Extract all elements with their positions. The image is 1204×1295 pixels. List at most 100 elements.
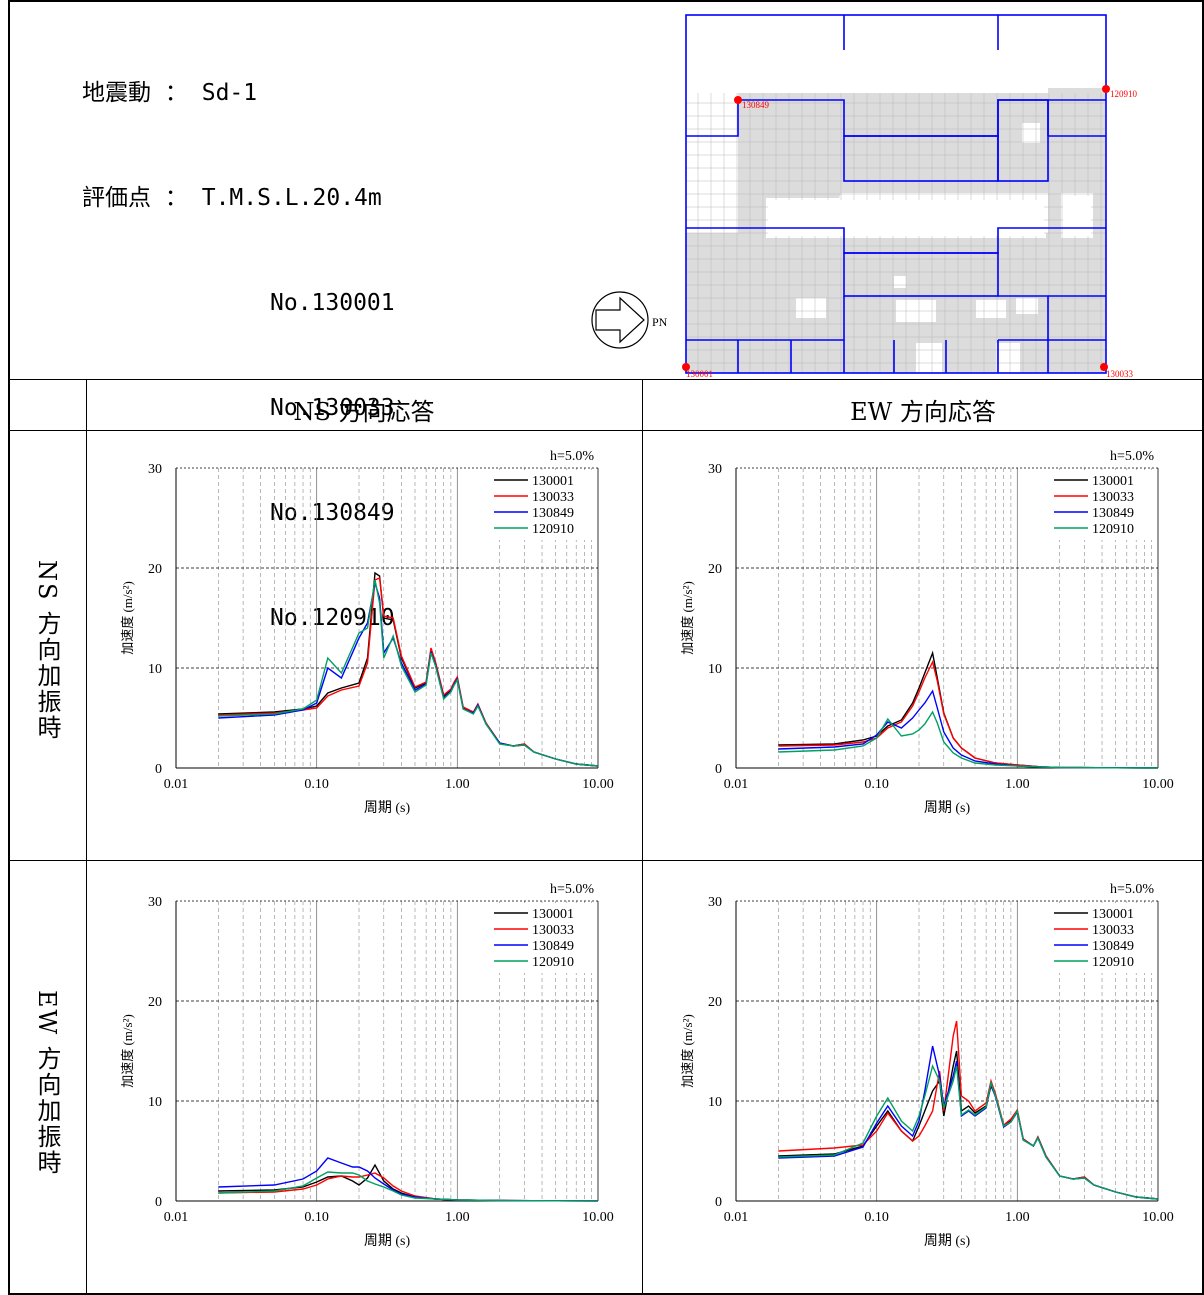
info-point-2: No.130033 xyxy=(270,395,395,421)
north-arrow-icon: PN xyxy=(591,291,668,349)
legend-label: 130033 xyxy=(532,490,574,505)
y-tick-label: 0 xyxy=(155,762,162,777)
series-line-130001 xyxy=(778,1050,1159,1200)
legend-label: 130849 xyxy=(532,939,574,954)
y-tick-label: 20 xyxy=(148,562,162,577)
x-tick-label: 0.01 xyxy=(164,777,189,792)
y-tick-label: 30 xyxy=(148,895,162,910)
node-130033-label: 130033 xyxy=(1106,369,1134,379)
damping-label: h=5.0% xyxy=(1110,882,1154,897)
legend-label: 130001 xyxy=(532,474,574,489)
legend-label: 120910 xyxy=(532,522,574,537)
x-tick-label: 10.00 xyxy=(582,777,614,792)
y-tick-label: 20 xyxy=(708,995,722,1010)
row-header-ew: EW 方向加振時 xyxy=(33,990,61,1176)
node-120910-marker xyxy=(1102,85,1110,93)
legend-label: 130033 xyxy=(1092,923,1134,938)
damping-label: h=5.0% xyxy=(550,449,594,464)
x-axis-label: 周期 (s) xyxy=(924,1233,971,1249)
info-point-4: No.120910 xyxy=(270,605,395,631)
node-120910-label: 120910 xyxy=(1110,89,1138,99)
series-line-120910 xyxy=(778,710,1159,769)
legend-label: 130849 xyxy=(532,506,574,521)
plan-grid xyxy=(686,93,1106,373)
node-130033-marker xyxy=(1100,363,1108,371)
divider-plan xyxy=(8,379,1204,380)
chart-ns-ns: 0.01 0.10 1.00 10.00 0 10 20 30 周期 (s) 加速度 (m/s²)… xyxy=(120,449,614,816)
x-tick-label: 0.10 xyxy=(304,1210,329,1225)
x-tick-label: 1.00 xyxy=(445,1210,470,1225)
info-line-point: 評価点 ： T.M.S.L.20.4m xyxy=(82,185,382,211)
legend-label: 130033 xyxy=(532,923,574,938)
series-line-120910 xyxy=(218,579,599,767)
y-tick-label: 10 xyxy=(708,662,722,677)
y-tick-label: 30 xyxy=(708,462,722,477)
y-tick-label: 0 xyxy=(155,1195,162,1210)
x-axis-label: 周期 (s) xyxy=(364,1233,411,1249)
x-tick-label: 0.10 xyxy=(304,777,329,792)
col-header-ew: EW 方向応答 xyxy=(850,398,996,426)
x-tick-label: 1.00 xyxy=(1005,1210,1030,1225)
y-axis-label: 加速度 (m/s²) xyxy=(680,581,695,655)
x-tick-label: 0.01 xyxy=(164,1210,189,1225)
col-header-ns: NS 方向応答 xyxy=(293,398,435,426)
node-130001-label: 130001 xyxy=(686,369,713,379)
series-line-130033 xyxy=(778,659,1159,769)
y-tick-label: 10 xyxy=(708,1095,722,1110)
y-tick-label: 30 xyxy=(148,462,162,477)
y-tick-label: 20 xyxy=(708,562,722,577)
y-axis-label: 加速度 (m/s²) xyxy=(120,581,135,655)
x-tick-label: 1.00 xyxy=(1005,777,1030,792)
x-tick-label: 0.10 xyxy=(864,1210,889,1225)
divider-rows xyxy=(8,860,1204,861)
y-tick-label: 30 xyxy=(708,895,722,910)
y-axis-label: 加速度 (m/s²) xyxy=(120,1014,135,1088)
series-line-130001 xyxy=(218,571,599,767)
x-axis-label: 周期 (s) xyxy=(364,800,411,816)
node-130849-label: 130849 xyxy=(742,100,770,110)
chart-ns-ew: 0.01 0.10 1.00 10.00 0 10 20 30 周期 (s) 加速度 (m/s²)… xyxy=(680,449,1174,816)
chart-ew-ns: 0.01 0.10 1.00 10.00 0 10 20 30 周期 (s) 加速度 (m/s²)… xyxy=(120,882,614,1249)
legend-label: 130001 xyxy=(1092,474,1134,489)
divider-cols xyxy=(642,379,643,1295)
y-tick-label: 0 xyxy=(715,762,722,777)
y-tick-label: 10 xyxy=(148,662,162,677)
legend-label: 120910 xyxy=(1092,522,1134,537)
row-header-ns: NS 方向加振時 xyxy=(33,560,61,742)
damping-label: h=5.0% xyxy=(1110,449,1154,464)
series-line-130033 xyxy=(218,576,599,767)
legend-label: 130033 xyxy=(1092,490,1134,505)
info-line-motion: 地震動 ： Sd-1 xyxy=(82,80,258,106)
legend-label: 120910 xyxy=(532,955,574,970)
chart-ew-ew: 0.01 0.10 1.00 10.00 0 10 20 30 周期 (s) 加速度 (m/s²)… xyxy=(680,882,1174,1249)
node-130001-marker xyxy=(682,363,690,371)
info-point-1: No.130001 xyxy=(270,290,395,316)
plan-view: 130849 120910 130001 130033 xyxy=(682,14,1138,379)
x-tick-label: 10.00 xyxy=(1142,777,1174,792)
legend-label: 130849 xyxy=(1092,939,1134,954)
series-line-130849 xyxy=(778,1045,1159,1200)
y-tick-label: 10 xyxy=(148,1095,162,1110)
x-tick-label: 10.00 xyxy=(582,1210,614,1225)
y-tick-label: 0 xyxy=(715,1195,722,1210)
series-line-130001 xyxy=(778,650,1159,769)
page-frame xyxy=(8,0,1204,1295)
plan-nodes: 130849 120910 130001 130033 xyxy=(682,85,1138,379)
series-line-120910 xyxy=(778,1063,1159,1200)
legend-label: 130849 xyxy=(1092,506,1134,521)
x-tick-label: 0.01 xyxy=(724,777,749,792)
node-130849-marker xyxy=(734,96,742,104)
x-tick-label: 1.00 xyxy=(445,777,470,792)
plan-frames xyxy=(685,14,1107,374)
north-label: PN xyxy=(652,315,668,329)
legend-label: 120910 xyxy=(1092,955,1134,970)
info-point-3: No.130849 xyxy=(270,500,395,526)
divider-header xyxy=(8,430,1204,431)
divider-rowhead xyxy=(86,379,87,1295)
series-line-120910 xyxy=(218,1171,599,1202)
x-tick-label: 0.10 xyxy=(864,777,889,792)
